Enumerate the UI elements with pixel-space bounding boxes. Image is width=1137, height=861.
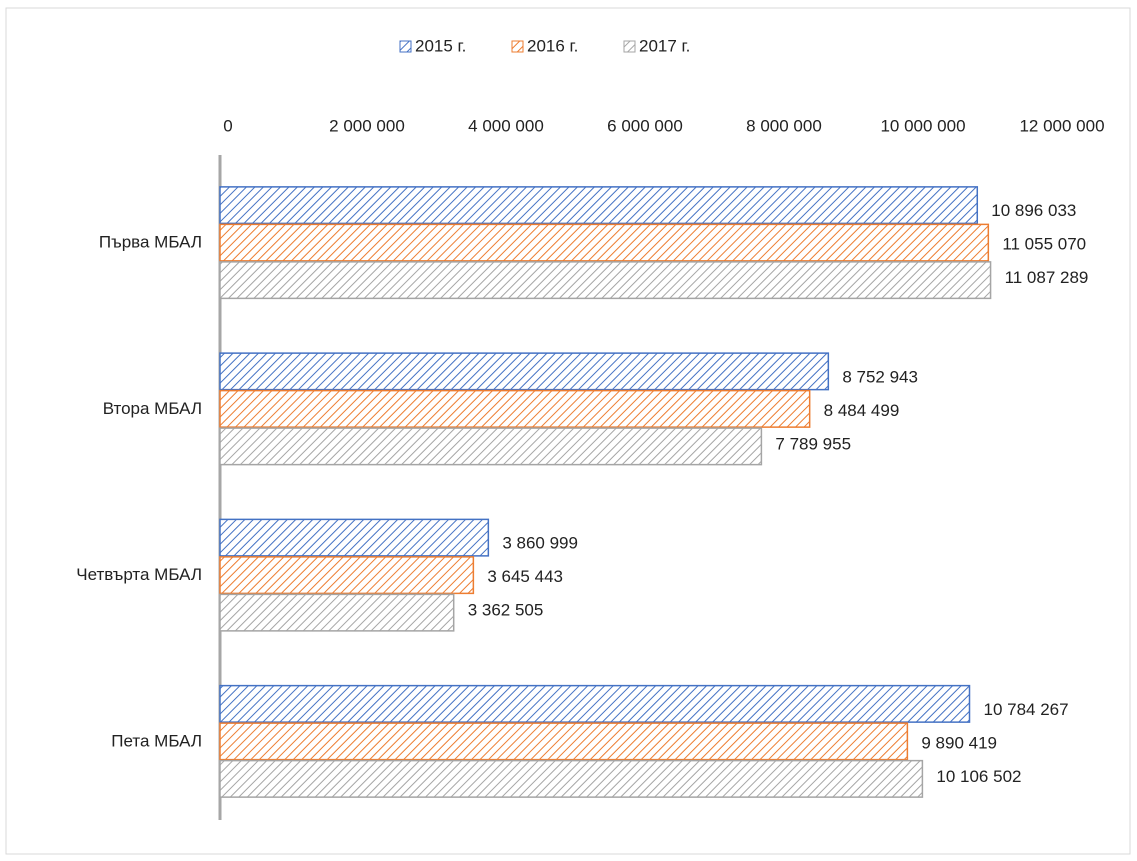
bar: [219, 593, 455, 632]
x-tick-label: 12 000 000: [1019, 116, 1104, 135]
bar: [219, 186, 979, 225]
y-tick-label: Втора МБАЛ: [103, 399, 202, 418]
legend-label: 2015 г.: [415, 36, 466, 55]
bar: [219, 556, 475, 595]
y-tick-label: Четвърта МБАЛ: [76, 565, 202, 584]
legend-swatch: [399, 40, 412, 53]
data-label: 10 106 502: [936, 767, 1021, 786]
legend-swatch: [511, 40, 524, 53]
data-label: 10 896 033: [991, 201, 1076, 220]
x-tick-label: 8 000 000: [746, 116, 822, 135]
y-tick-label: Пета МБАЛ: [111, 731, 202, 750]
data-label: 11 087 289: [1005, 268, 1089, 287]
data-label: 3 645 443: [487, 567, 563, 586]
legend-swatch: [623, 40, 636, 53]
bar: [219, 427, 763, 466]
x-tick-label: 0: [223, 116, 232, 135]
data-label: 8 752 943: [842, 367, 918, 386]
bar: [219, 759, 924, 798]
legend-label: 2017 г.: [639, 36, 690, 55]
bar: [219, 722, 909, 761]
bar: [219, 389, 811, 428]
data-label: 11 055 070: [1002, 235, 1086, 254]
data-label: 3 362 505: [468, 601, 544, 620]
data-label: 8 484 499: [824, 401, 900, 420]
x-tick-label: 2 000 000: [329, 116, 405, 135]
bar: [219, 684, 971, 723]
data-label: 9 890 419: [921, 733, 997, 752]
legend-label: 2016 г.: [527, 36, 578, 55]
data-label: 10 784 267: [984, 700, 1069, 719]
x-tick-label: 6 000 000: [607, 116, 683, 135]
bar: [219, 261, 992, 300]
bar: [219, 223, 990, 262]
bar: [219, 352, 830, 391]
x-tick-label: 4 000 000: [468, 116, 544, 135]
data-label: 7 789 955: [775, 434, 851, 453]
bar: [219, 518, 490, 557]
y-tick-label: Първа МБАЛ: [99, 233, 202, 252]
x-tick-label: 10 000 000: [880, 116, 965, 135]
data-label: 3 860 999: [502, 534, 578, 553]
